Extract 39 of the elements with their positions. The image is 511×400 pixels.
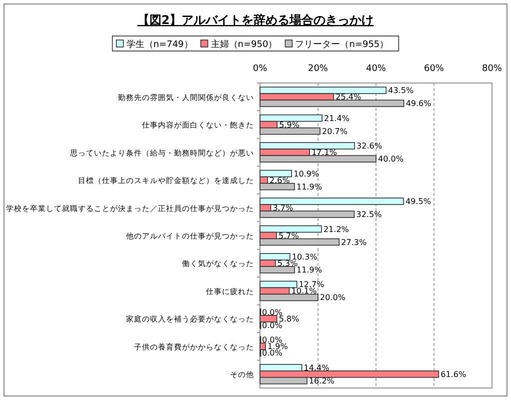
data-label: 0.0% [262, 320, 283, 330]
x-tick-label: 40% [366, 64, 386, 74]
legend-label: フリーター（n=955） [295, 40, 389, 50]
data-label: 5.8% [278, 314, 300, 324]
data-label: 27.3% [341, 238, 367, 247]
x-tick-label: 0% [252, 64, 268, 74]
data-label: 40.0% [378, 154, 404, 164]
data-label: 11.9% [296, 182, 322, 192]
data-label: 17.1% [312, 148, 338, 158]
data-label: 49.6% [406, 99, 432, 108]
data-label: 49.5% [406, 197, 432, 206]
chart-title: 【図2】アルバイトを辞める場合のきっかけ [137, 13, 374, 27]
data-label: 3.7% [272, 204, 294, 213]
data-label: 2.6% [270, 176, 290, 185]
data-label: 14.4% [304, 363, 330, 372]
data-label: 32.5% [356, 210, 382, 220]
data-label: 0.0% [262, 348, 283, 358]
x-tick-label: 80% [482, 64, 502, 74]
data-label: 10.3% [292, 252, 318, 262]
data-label: 5.7% [278, 231, 300, 240]
data-label: 32.6% [356, 142, 382, 151]
data-label: 0.0% [262, 308, 283, 317]
data-label: 20.0% [320, 293, 346, 302]
legend-label: 主婦（n=950） [210, 39, 278, 50]
data-label: 5.9% [279, 120, 300, 130]
data-label: 61.6% [440, 370, 466, 379]
x-tick-label: 60% [424, 64, 444, 74]
data-label: 43.5% [388, 86, 414, 96]
data-label: 25.4% [336, 92, 362, 102]
legend-label: 学生（n=749） [126, 39, 193, 50]
data-label: 10.1% [291, 286, 318, 296]
data-label: 21.2% [323, 224, 350, 234]
data-label: 16.2% [308, 376, 335, 386]
data-label: 11.9% [296, 265, 322, 274]
data-label: 21.4% [324, 114, 350, 123]
data-label: 10.9% [294, 169, 320, 178]
data-label: 5.3% [277, 258, 298, 268]
data-label: 20.7% [322, 126, 348, 136]
x-tick-label: 20% [308, 64, 328, 74]
